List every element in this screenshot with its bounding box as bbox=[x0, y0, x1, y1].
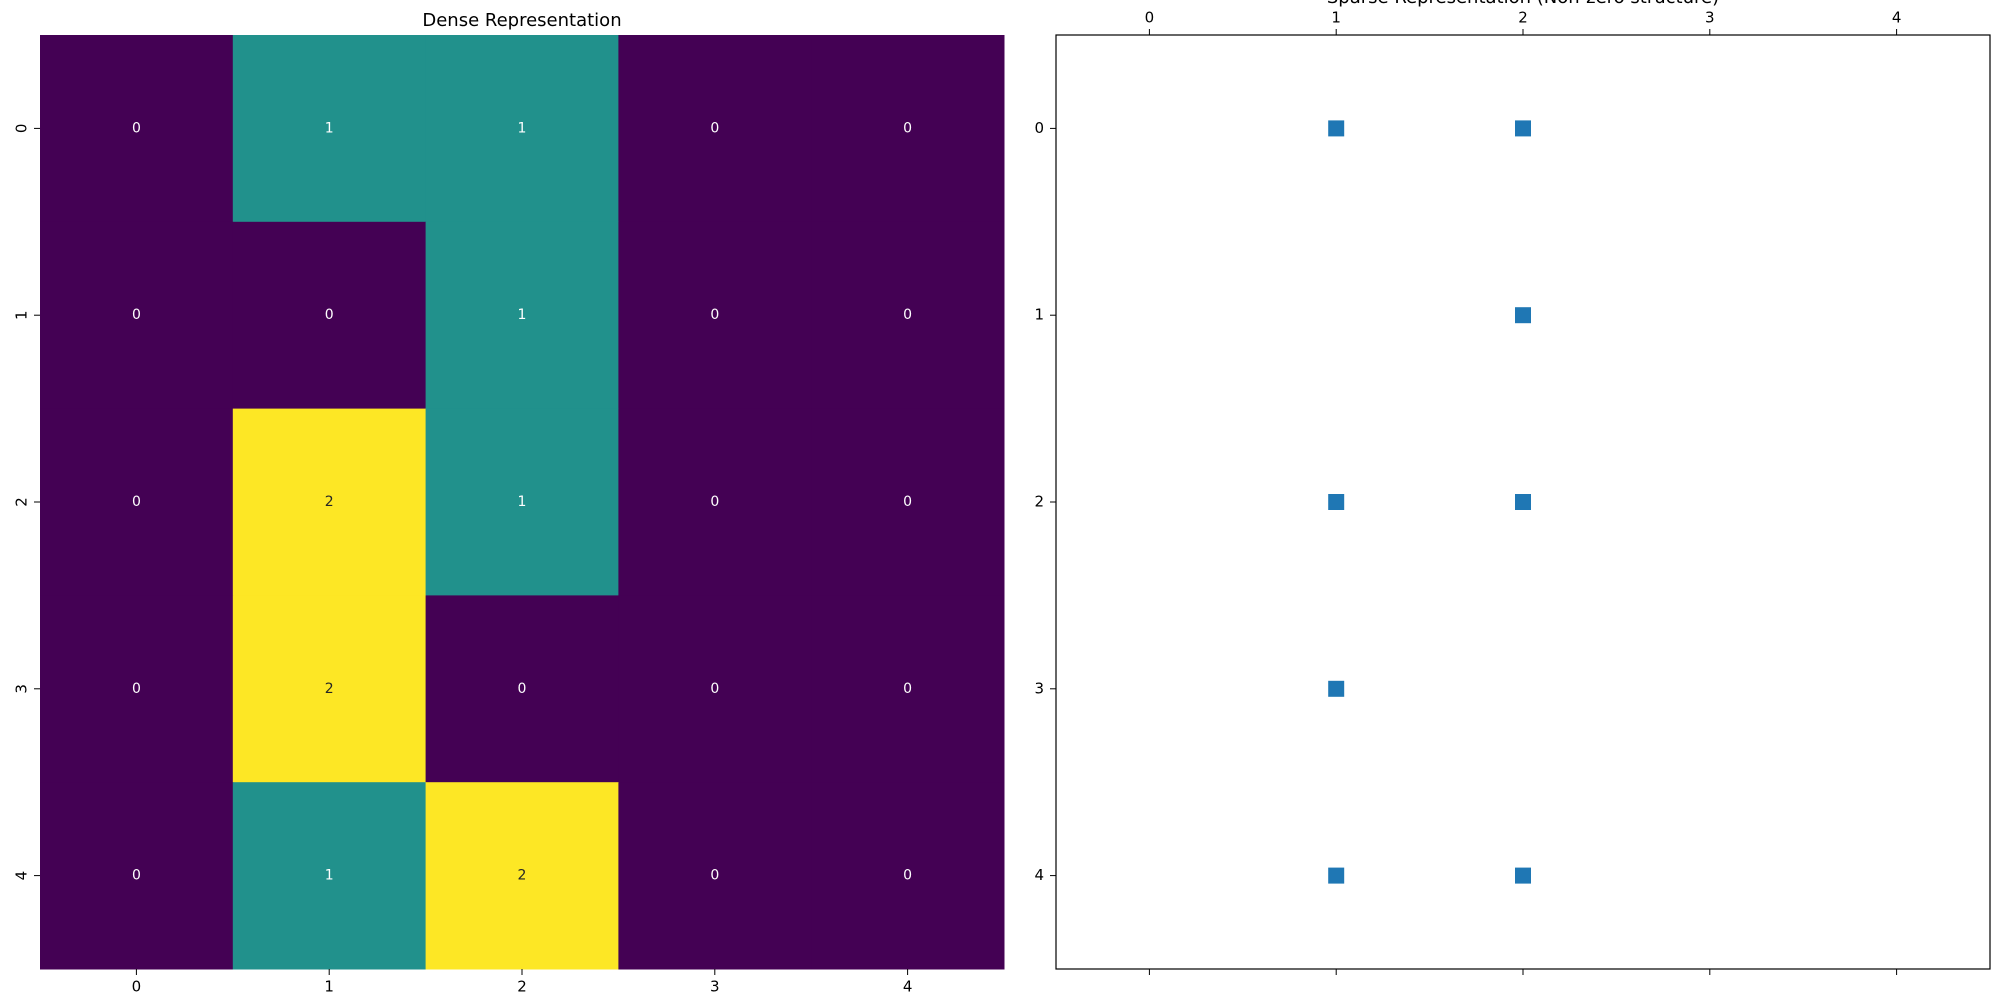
y-tick-label: 4 bbox=[1034, 866, 1044, 884]
heatmap-cell bbox=[425, 221, 619, 410]
marker bbox=[1515, 120, 1531, 137]
cell-label: 1 bbox=[518, 494, 527, 510]
cell-label: 0 bbox=[132, 681, 141, 697]
cell-label: 0 bbox=[132, 494, 141, 510]
heatmap-cell bbox=[40, 782, 234, 970]
cell-label: 2 bbox=[325, 494, 334, 510]
y-tick-label: 4 bbox=[13, 871, 31, 881]
cell-label: 2 bbox=[518, 868, 527, 884]
heatmap-cell bbox=[425, 408, 619, 596]
heatmap-cell bbox=[811, 595, 1005, 783]
marker bbox=[1328, 494, 1345, 510]
cell-label: 0 bbox=[132, 307, 141, 323]
y-tick-label: 3 bbox=[1034, 679, 1044, 697]
x-tick-label: 0 bbox=[1145, 9, 1155, 27]
heatmap-cell bbox=[232, 782, 427, 970]
heatmap-cell bbox=[618, 595, 812, 783]
heatmap-cell bbox=[40, 408, 234, 596]
marker bbox=[1515, 494, 1531, 510]
cell-label: 0 bbox=[710, 307, 719, 323]
heatmap-cell bbox=[618, 221, 812, 410]
heatmap-cell bbox=[40, 595, 234, 783]
heatmap-cell bbox=[40, 35, 234, 223]
y-tick-label: 1 bbox=[13, 310, 31, 320]
y-tick-label: 3 bbox=[13, 684, 31, 694]
chart-title: Dense Representation bbox=[422, 10, 621, 31]
marker bbox=[1328, 867, 1345, 884]
heatmap-cell bbox=[811, 221, 1005, 410]
y-tick-label: 2 bbox=[13, 497, 31, 507]
cell-label: 1 bbox=[518, 120, 527, 136]
cell-label: 0 bbox=[518, 681, 527, 697]
heatmap-cell bbox=[618, 782, 812, 970]
cell-label: 2 bbox=[325, 681, 334, 697]
heatmap-cell bbox=[618, 35, 812, 223]
marker bbox=[1328, 680, 1345, 697]
cell-label: 1 bbox=[325, 868, 334, 884]
cell-label: 1 bbox=[518, 307, 527, 323]
heatmap-cell bbox=[40, 221, 234, 410]
heatmap-cell bbox=[232, 408, 427, 596]
y-tick-label: 0 bbox=[13, 124, 31, 134]
marker bbox=[1515, 307, 1531, 324]
heatmap-cell bbox=[425, 782, 619, 970]
heatmap-cell bbox=[232, 35, 427, 223]
heatmap-cell bbox=[811, 35, 1005, 223]
x-tick-label: 1 bbox=[1331, 9, 1341, 27]
cell-label: 0 bbox=[903, 868, 912, 884]
heatmap-cell bbox=[232, 221, 427, 410]
cell-label: 0 bbox=[710, 681, 719, 697]
cell-label: 1 bbox=[325, 120, 334, 136]
x-tick-label: 3 bbox=[710, 978, 720, 996]
cell-label: 0 bbox=[132, 120, 141, 136]
cell-label: 0 bbox=[903, 681, 912, 697]
cell-label: 0 bbox=[903, 120, 912, 136]
heatmap-cell bbox=[618, 408, 812, 596]
marker bbox=[1515, 867, 1531, 884]
y-tick-label: 1 bbox=[1034, 306, 1044, 324]
cell-label: 0 bbox=[710, 120, 719, 136]
x-tick-label: 3 bbox=[1705, 9, 1715, 27]
cell-label: 0 bbox=[325, 307, 334, 323]
cell-label: 0 bbox=[710, 494, 719, 510]
x-tick-label: 4 bbox=[903, 978, 913, 996]
x-tick-label: 0 bbox=[132, 978, 142, 996]
heatmap-cell bbox=[425, 595, 619, 783]
heatmap-cell bbox=[232, 595, 427, 783]
cell-label: 0 bbox=[132, 868, 141, 884]
heatmap-cell bbox=[811, 782, 1005, 970]
x-tick-label: 2 bbox=[517, 978, 527, 996]
chart-title: Sparse Representation (Non-zero structur… bbox=[1327, 0, 1719, 8]
y-tick-label: 2 bbox=[1034, 493, 1044, 511]
cell-label: 0 bbox=[710, 868, 719, 884]
cell-label: 0 bbox=[903, 494, 912, 510]
cell-label: 0 bbox=[903, 307, 912, 323]
y-tick-label: 0 bbox=[1034, 119, 1044, 137]
x-tick-label: 4 bbox=[1892, 9, 1902, 27]
marker bbox=[1328, 120, 1345, 137]
heatmap-cell bbox=[811, 408, 1005, 596]
x-tick-label: 2 bbox=[1518, 9, 1528, 27]
heatmap-cell bbox=[425, 35, 619, 223]
x-tick-label: 1 bbox=[324, 978, 334, 996]
